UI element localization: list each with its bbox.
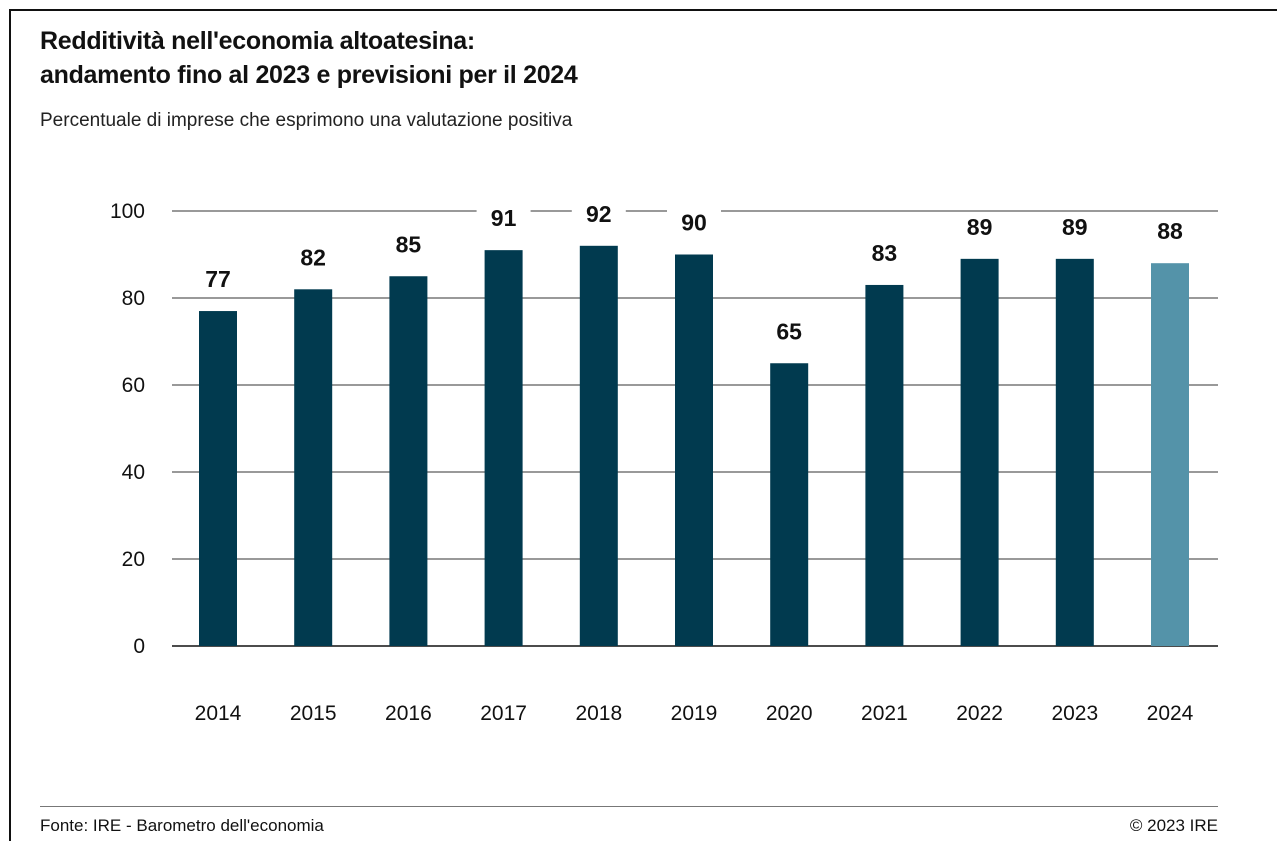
bar <box>675 254 713 646</box>
value-label-background <box>762 317 817 348</box>
y-tick-label: 0 <box>133 635 145 658</box>
x-tick-label: 2019 <box>671 702 718 725</box>
value-label: 90 <box>681 210 707 236</box>
value-label-background <box>571 199 626 230</box>
value-label-background <box>476 204 531 235</box>
bar <box>960 258 999 646</box>
y-tick-label: 100 <box>110 200 145 223</box>
value-label-background <box>191 265 245 296</box>
bar <box>199 311 237 646</box>
source-note: Fonte: IRE - Barometro dell'economia <box>40 816 324 835</box>
x-tick-label: 2017 <box>480 702 527 725</box>
bar <box>579 245 618 647</box>
title-line-2: andamento fino al 2023 e previsioni per … <box>40 61 578 89</box>
x-tick-label: 2016 <box>385 702 432 725</box>
bar <box>294 289 333 646</box>
x-tick-label: 2018 <box>575 702 622 725</box>
value-label: 65 <box>776 318 802 344</box>
copyright-note: © 2023 IRE <box>1129 816 1218 835</box>
footer-divider <box>40 806 1218 807</box>
value-label-background <box>952 212 1007 243</box>
value-label-background <box>667 208 721 239</box>
y-tick-label: 60 <box>122 374 145 397</box>
y-tick-label: 20 <box>122 548 145 571</box>
value-label: 89 <box>1062 214 1088 240</box>
value-label: 88 <box>1157 218 1183 244</box>
value-label: 83 <box>872 240 898 266</box>
x-tick-label: 2022 <box>956 702 1003 725</box>
bar <box>389 276 428 646</box>
title-line-1: Redditività nell'economia altoatesina: <box>40 27 475 55</box>
value-label: 77 <box>205 266 231 292</box>
bar <box>865 284 904 646</box>
chart-title: Redditività nell'economia altoatesina: a… <box>40 24 578 92</box>
value-label: 85 <box>396 231 422 257</box>
x-tick-label: 2015 <box>290 702 337 725</box>
bar <box>484 250 523 646</box>
value-label: 82 <box>300 244 326 270</box>
x-tick-label: 2014 <box>195 702 242 725</box>
y-tick-label: 80 <box>122 287 145 310</box>
y-tick-label: 40 <box>122 461 145 484</box>
bar <box>770 363 809 646</box>
bar <box>1151 263 1189 646</box>
value-label-background <box>286 243 341 274</box>
value-label-background <box>1047 212 1102 243</box>
value-label: 91 <box>491 205 517 231</box>
value-label: 89 <box>967 214 993 240</box>
value-label-background <box>1143 217 1197 248</box>
x-tick-label: 2021 <box>861 702 908 725</box>
value-label-background <box>381 230 436 261</box>
value-label-background <box>857 238 912 269</box>
x-tick-label: 2023 <box>1051 702 1098 725</box>
x-tick-label: 2020 <box>766 702 813 725</box>
chart-subtitle: Percentuale di imprese che esprimono una… <box>40 110 573 131</box>
bar <box>1055 258 1094 646</box>
x-tick-label: 2024 <box>1147 702 1194 725</box>
value-label: 92 <box>586 201 612 227</box>
chart-frame <box>9 9 1277 841</box>
